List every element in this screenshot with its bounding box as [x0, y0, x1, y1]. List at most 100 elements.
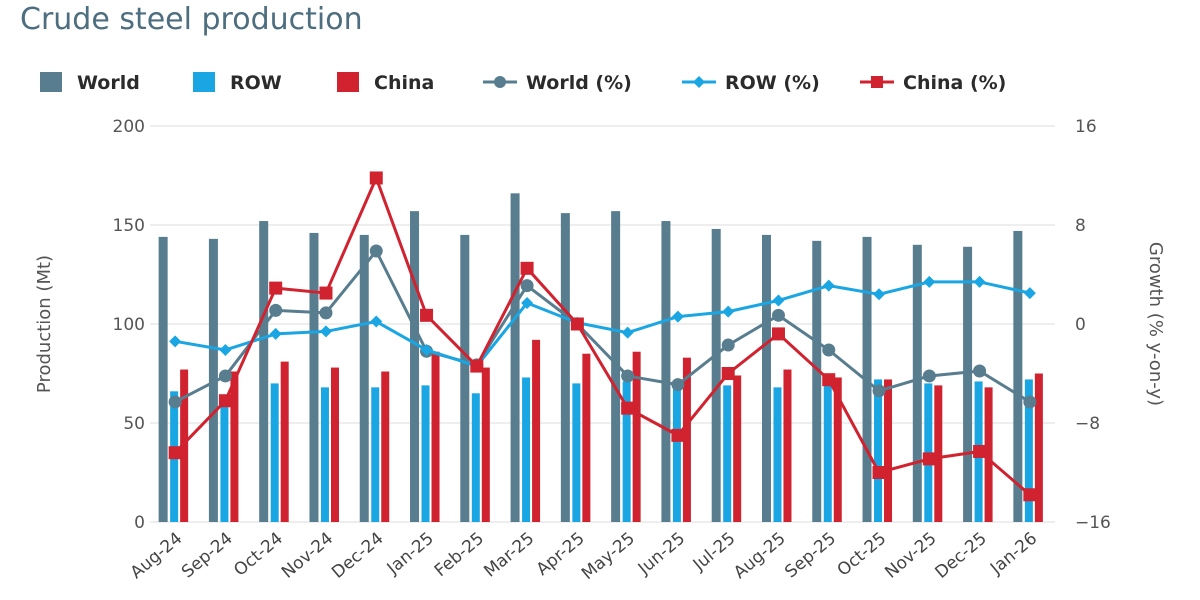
legend-marker	[871, 76, 883, 88]
category-labels: Aug-24Sep-24Oct-24Nov-24Dec-24Jan-25Feb-…	[127, 529, 1041, 585]
legend: World ROW China World (%) ROW (%) China (%)	[40, 72, 1006, 94]
point-world	[319, 306, 333, 320]
right-tick-label: 16	[1075, 117, 1097, 137]
category-label: Dec-25	[931, 529, 990, 583]
point-china	[771, 327, 785, 341]
point-row	[671, 310, 684, 323]
bar-china	[532, 339, 541, 522]
category-label: Aug-25	[730, 529, 790, 584]
point-world	[922, 369, 936, 383]
bar-world	[711, 228, 721, 522]
bar-world	[761, 234, 771, 522]
point-row	[923, 275, 936, 288]
point-world	[369, 244, 383, 258]
point-world	[721, 338, 735, 352]
category-label: Oct-25	[834, 529, 891, 581]
growth-lines	[168, 171, 1037, 502]
bar-world	[812, 240, 822, 522]
bar-row	[622, 381, 631, 522]
point-world	[771, 308, 785, 322]
category-label: Sep-24	[178, 529, 237, 583]
bar-world	[460, 234, 470, 522]
right-axis-ticks: −16 −8 0 8 16	[1075, 117, 1111, 533]
category-label: May-25	[578, 529, 639, 585]
point-china	[218, 394, 232, 408]
point-row	[722, 305, 735, 318]
category-label: Feb-25	[431, 529, 488, 582]
gridlines	[150, 125, 1055, 523]
category-label: Oct-24	[230, 529, 287, 581]
point-china	[1023, 488, 1037, 502]
left-tick-label: 150	[113, 216, 145, 236]
legend-swatch	[40, 72, 62, 92]
line-row	[174, 280, 1031, 368]
category-label: Dec-24	[328, 529, 387, 583]
bar-row	[874, 379, 883, 522]
point-china	[671, 428, 685, 442]
bars	[158, 193, 1043, 523]
point-row	[873, 288, 886, 301]
legend-label: ROW (%)	[725, 72, 820, 94]
bar-china	[984, 387, 993, 522]
category-label: Aug-24	[127, 529, 187, 584]
legend-swatch	[193, 72, 215, 92]
bar-china	[381, 371, 390, 522]
category-label: Nov-25	[881, 529, 940, 583]
bar-row	[672, 385, 681, 522]
left-tick-label: 50	[123, 414, 145, 434]
point-row	[621, 326, 634, 339]
point-china	[520, 261, 534, 275]
line-china	[174, 176, 1031, 496]
bar-world	[510, 193, 520, 522]
point-row	[219, 343, 232, 356]
bar-world	[158, 236, 168, 522]
bar-china	[733, 375, 742, 522]
category-label: Mar-25	[480, 529, 538, 582]
point-row	[319, 325, 332, 338]
bar-china	[1034, 373, 1043, 522]
point-world	[269, 303, 283, 317]
category-label: Sep-25	[781, 529, 840, 583]
bar-world	[359, 234, 369, 522]
bar-world	[410, 211, 420, 522]
left-axis-title: Production (Mt)	[34, 255, 55, 393]
category-label: Jan-25	[383, 529, 438, 580]
category-label: Jan-26	[986, 529, 1041, 580]
point-row	[1023, 287, 1036, 300]
point-china	[922, 452, 936, 466]
point-row	[973, 275, 986, 288]
chart-title: Crude steel production	[20, 2, 363, 37]
bar-china	[783, 369, 792, 522]
category-label: Jun-25	[634, 529, 689, 580]
bar-row	[371, 387, 380, 522]
bar-china	[280, 361, 289, 522]
bar-row	[723, 385, 732, 522]
point-row	[420, 343, 433, 356]
point-row	[822, 279, 835, 292]
bar-world	[963, 246, 973, 522]
bar-row	[320, 387, 329, 522]
bar-china	[934, 385, 943, 522]
bar-china	[833, 377, 842, 522]
point-row	[169, 335, 182, 348]
point-china	[621, 401, 635, 415]
point-world	[872, 384, 886, 398]
bar-world	[661, 221, 671, 523]
legend-marker	[693, 76, 705, 88]
point-row	[521, 296, 534, 309]
bar-china	[481, 367, 490, 522]
legend-label: World (%)	[526, 72, 632, 94]
point-row	[269, 327, 282, 340]
point-row	[772, 294, 785, 307]
bar-china	[330, 367, 339, 522]
legend-label: China	[374, 72, 434, 94]
point-china	[822, 373, 836, 387]
legend-marker	[494, 76, 506, 88]
point-china	[269, 281, 283, 295]
left-tick-label: 100	[113, 315, 145, 335]
point-china	[470, 359, 484, 373]
bar-row	[823, 383, 832, 522]
point-world	[168, 395, 182, 409]
right-tick-label: 0	[1075, 315, 1086, 335]
point-china	[973, 444, 987, 458]
